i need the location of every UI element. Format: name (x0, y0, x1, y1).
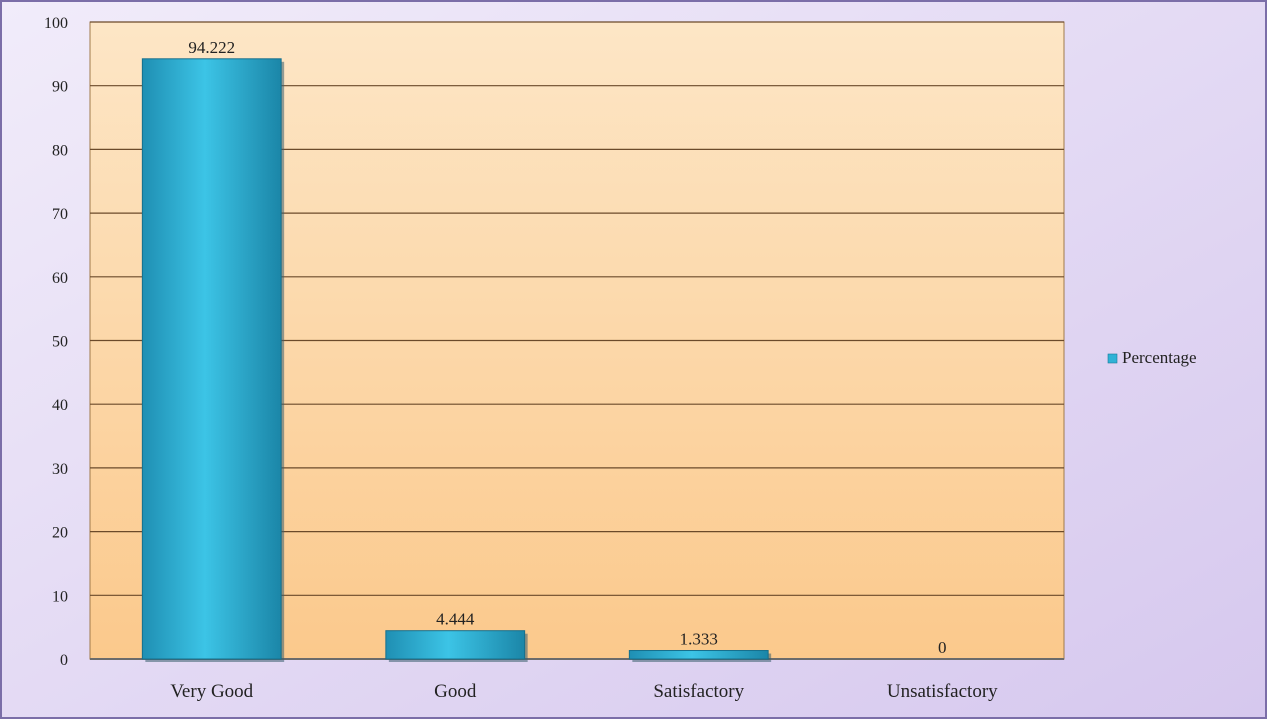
x-axis: Very Good Good Satisfactory Unsatisfactory (170, 681, 998, 702)
y-tick-label: 80 (52, 142, 68, 159)
y-tick-label: 90 (52, 79, 68, 96)
y-tick-label: 20 (52, 525, 68, 542)
y-axis: 0 10 20 30 40 50 60 70 80 90 100 (44, 15, 68, 669)
y-tick-label: 10 (52, 588, 68, 605)
legend-swatch (1107, 353, 1118, 364)
y-tick-label: 70 (52, 206, 68, 223)
legend: Percentage (1107, 348, 1197, 367)
bar (385, 630, 526, 660)
bar (141, 58, 282, 660)
y-tick-label: 30 (52, 461, 68, 478)
y-tick-label: 60 (52, 270, 68, 287)
bar (628, 650, 769, 660)
y-tick-label: 50 (52, 334, 68, 351)
data-label: 4.444 (436, 610, 475, 629)
y-tick-label: 100 (44, 15, 68, 32)
y-tick-label: 40 (52, 397, 68, 414)
y-tick-label: 0 (60, 652, 68, 669)
x-tick-label: Unsatisfactory (887, 681, 998, 702)
data-labels: 94.222 4.444 1.333 0 (188, 38, 946, 657)
x-tick-label: Very Good (170, 681, 253, 702)
x-tick-label: Satisfactory (653, 681, 744, 702)
data-label: 0 (938, 638, 947, 657)
data-label: 94.222 (188, 38, 235, 57)
x-tick-label: Good (434, 681, 477, 702)
bars (141, 58, 772, 663)
legend-label: Percentage (1122, 348, 1197, 367)
data-label: 1.333 (680, 630, 718, 649)
